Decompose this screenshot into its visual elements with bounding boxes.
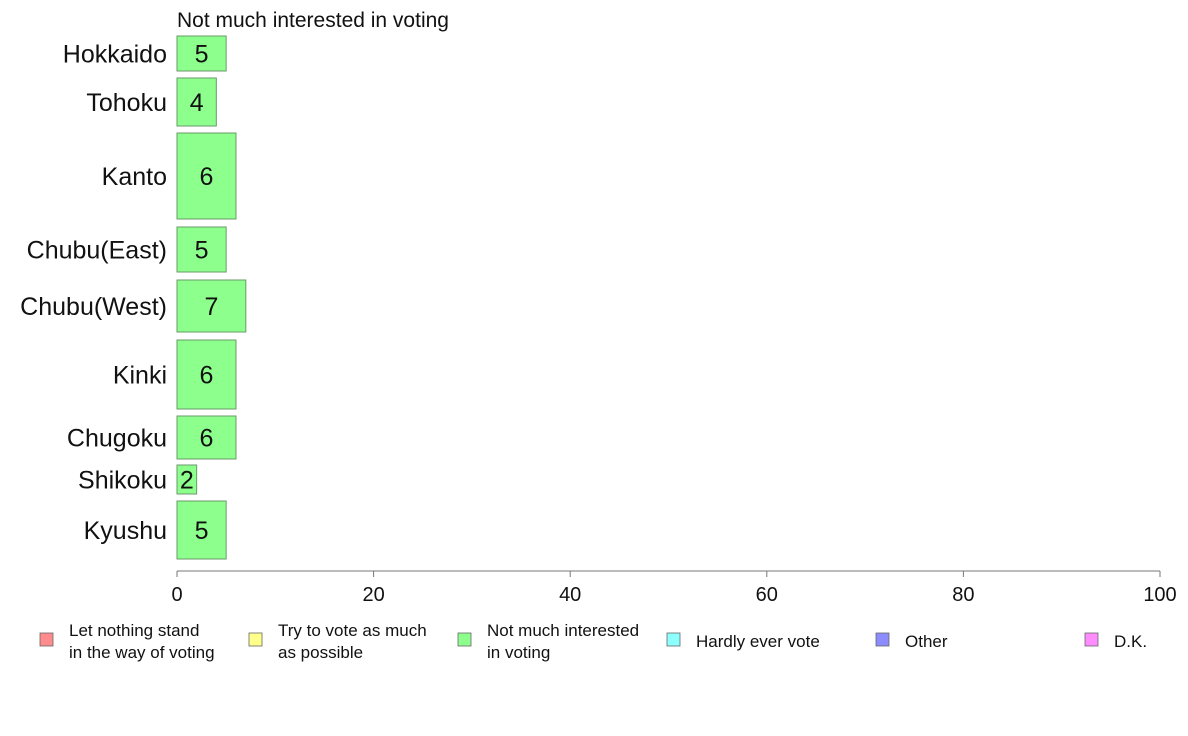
legend-label: Let nothing stand <box>69 621 199 640</box>
legend: Let nothing stand in the way of voting Try… <box>39 621 1147 662</box>
x-tick-label: 20 <box>362 584 384 606</box>
legend-item: D.K. <box>1084 632 1147 651</box>
x-tick-label: 40 <box>559 584 581 606</box>
bar-value-label: 5 <box>195 41 209 69</box>
category-label: Kyushu <box>84 517 167 545</box>
category-label: Chugoku <box>67 425 167 453</box>
x-tick-label: 60 <box>756 584 778 606</box>
category-label: Kanto <box>102 163 167 191</box>
x-tick-label: 0 <box>171 584 182 606</box>
legend-swatch <box>875 632 890 647</box>
category-label: Tohoku <box>86 89 167 117</box>
legend-label: as possible <box>278 643 363 662</box>
category-label: Kinki <box>113 362 167 390</box>
legend-label: in voting <box>487 643 550 662</box>
bar <box>176 415 237 460</box>
legend-label: D.K. <box>1114 632 1147 651</box>
legend-item: Other <box>875 632 948 651</box>
bar <box>176 226 227 273</box>
category-label: Hokkaido <box>63 41 167 69</box>
x-tick-label: 80 <box>952 584 974 606</box>
legend-item: Not much interested in voting <box>457 621 639 662</box>
bar <box>176 132 237 220</box>
category-label: Chubu(East) <box>27 237 167 265</box>
chart-title: Not much interested in voting <box>177 9 449 32</box>
bar-value-label: 4 <box>190 89 204 117</box>
bar-value-label: 2 <box>180 467 194 495</box>
legend-item: Try to vote as much as possible <box>248 621 427 662</box>
legend-label: Other <box>905 632 948 651</box>
bar <box>176 500 227 560</box>
bars-group: Hokkaido 5 Tohoku 4 Kanto 6 Chubu(East) 5 Chubu(… <box>20 35 247 560</box>
x-axis: 0 20 40 60 80 100 <box>171 570 1177 606</box>
bar <box>176 77 217 127</box>
bar <box>176 339 237 410</box>
bar <box>176 464 198 495</box>
bar-value-label: 6 <box>200 362 214 390</box>
category-label: Chubu(West) <box>20 293 167 321</box>
legend-label: in the way of voting <box>69 643 215 662</box>
bar <box>176 279 247 333</box>
legend-swatch <box>666 632 681 647</box>
legend-item: Let nothing stand in the way of voting <box>39 621 215 662</box>
bar-value-label: 5 <box>195 237 209 265</box>
legend-label: Hardly ever vote <box>696 632 820 651</box>
bar-value-label: 5 <box>195 517 209 545</box>
legend-item: Hardly ever vote <box>666 632 820 651</box>
bar-value-label: 6 <box>200 425 214 453</box>
legend-label: Not much interested <box>487 621 639 640</box>
category-label: Shikoku <box>78 467 167 495</box>
legend-swatch <box>1084 632 1099 647</box>
legend-swatch <box>248 632 263 647</box>
bar <box>176 35 227 72</box>
legend-swatch <box>457 632 472 647</box>
bar-value-label: 6 <box>200 163 214 191</box>
legend-label: Try to vote as much <box>278 621 427 640</box>
bar-value-label: 7 <box>204 293 218 321</box>
legend-swatch <box>39 632 54 647</box>
x-tick-label: 100 <box>1143 584 1176 606</box>
